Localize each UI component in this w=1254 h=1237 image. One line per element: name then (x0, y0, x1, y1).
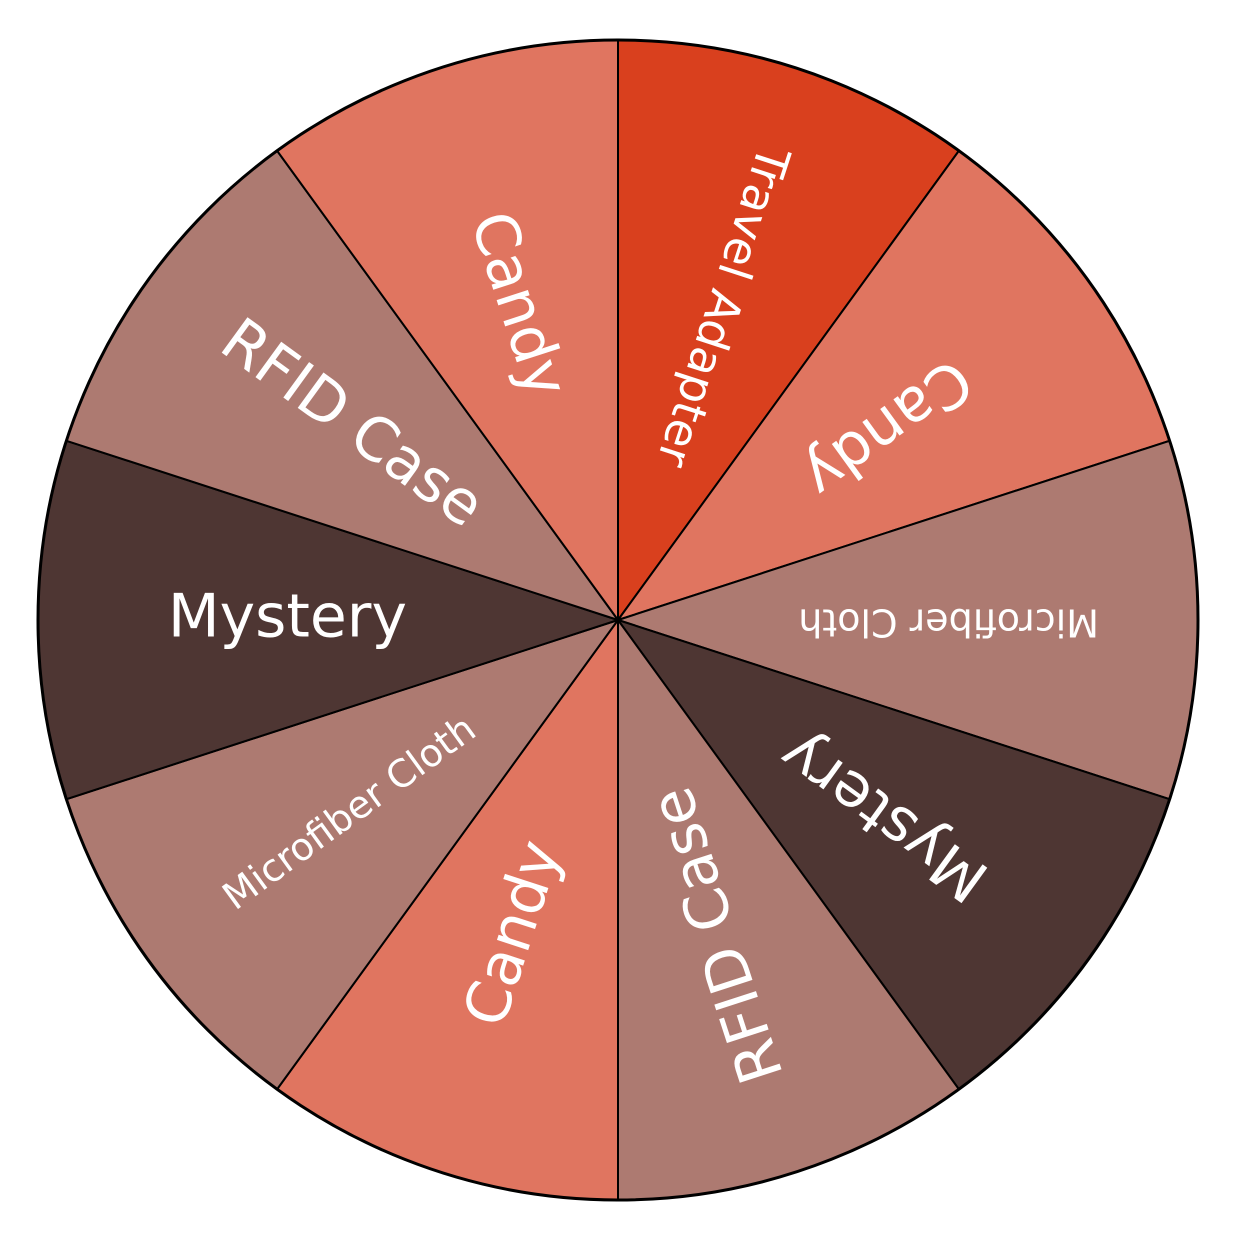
wheel-hub (615, 617, 621, 623)
wheel-segment-label: Microfiber Cloth (798, 601, 1099, 645)
wheel-rim (36, 38, 1200, 1202)
wheel-segment-label: Mystery (168, 582, 407, 652)
wheel-segments (37, 38, 1199, 1202)
